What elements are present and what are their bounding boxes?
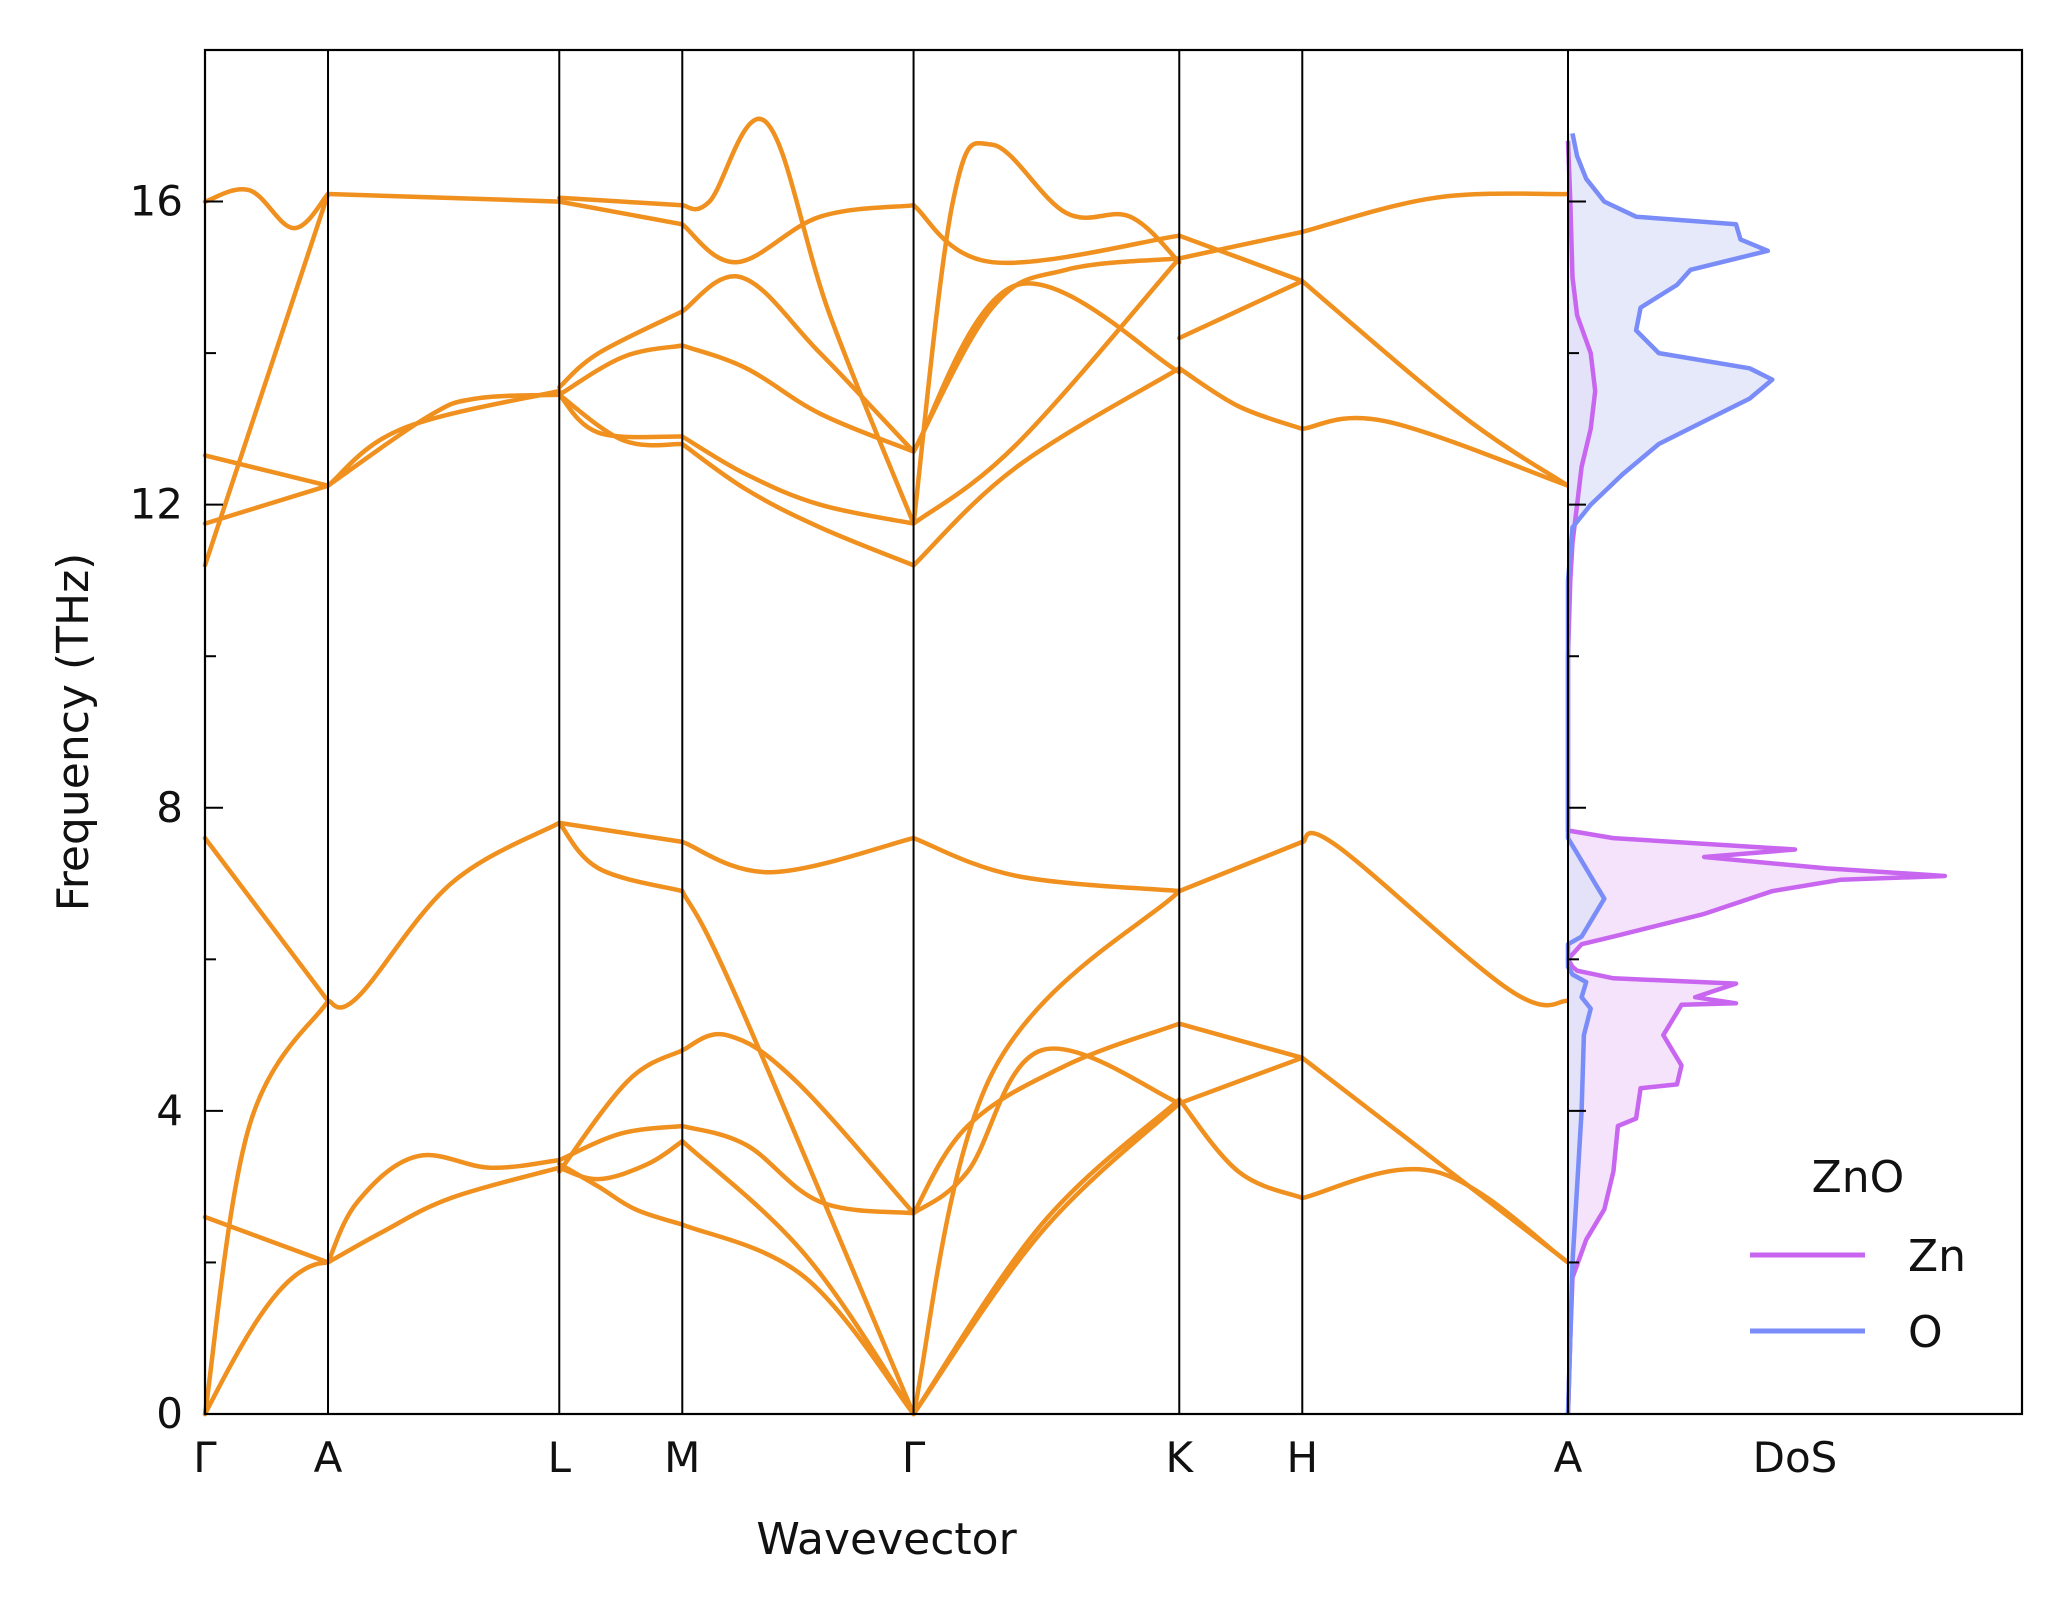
- dos-line-zn: [1565, 140, 1948, 1415]
- band-line-56: [1177, 278, 1305, 341]
- band-line-5: [202, 191, 331, 568]
- band-line-7: [202, 453, 331, 488]
- band-line-49: [911, 203, 1182, 266]
- band-line-17: [557, 1048, 685, 1174]
- band-line-30: [680, 1031, 916, 1216]
- legend-label-zn: Zn: [1908, 1231, 1966, 1282]
- x-tick-label: M: [664, 1433, 700, 1482]
- band-line-61: [1300, 830, 1571, 1008]
- axis-ticks: 0 4 8 12 16 Γ A L M Γ K H A: [130, 49, 1586, 1482]
- band-line-2: [202, 998, 331, 1417]
- x-tick-label: A: [1554, 1433, 1583, 1482]
- legend-title: ZnO: [1812, 1152, 1905, 1203]
- band-line-54: [1177, 839, 1305, 894]
- y-axis-label: Frequency (THz): [48, 553, 99, 912]
- band-lines-layer: [202, 116, 1571, 1417]
- band-line-52: [1177, 1097, 1305, 1201]
- band-line-32: [680, 835, 916, 875]
- band-line-38: [680, 116, 916, 526]
- y-tick-label: 0: [156, 1389, 183, 1438]
- band-line-53: [1177, 1021, 1305, 1061]
- y-tick-label: 12: [130, 480, 183, 529]
- band-line-45: [911, 366, 1182, 568]
- band-line-12: [325, 388, 562, 488]
- band-line-21: [557, 309, 685, 390]
- x-tick-label: A: [314, 1433, 343, 1482]
- band-line-50: [911, 140, 1182, 526]
- band-line-26: [557, 195, 685, 208]
- band-line-1: [202, 1260, 331, 1417]
- y-tick-label: 8: [156, 783, 183, 832]
- dos-fill-o: [1568, 133, 1773, 1414]
- band-line-23: [557, 392, 685, 440]
- band-line-10: [325, 1165, 562, 1265]
- y-tick-label: 16: [130, 177, 183, 226]
- band-line-58: [1177, 233, 1305, 284]
- x-tick-label: L: [548, 1433, 572, 1482]
- band-line-48: [911, 256, 1182, 454]
- band-line-20: [557, 820, 685, 845]
- band-line-9: [325, 1152, 562, 1265]
- x-tick-label: Γ: [902, 1433, 926, 1482]
- band-line-62: [1300, 415, 1571, 488]
- band-line-29: [680, 1123, 916, 1216]
- x-tick-label: Γ: [193, 1433, 217, 1482]
- dos-line-o: [1565, 132, 1775, 1415]
- band-line-40: [911, 1097, 1182, 1417]
- band-line-55: [1177, 366, 1305, 432]
- band-line-31: [680, 888, 916, 1417]
- band-line-19: [557, 820, 685, 894]
- x-tick-label: H: [1286, 1433, 1318, 1482]
- band-line-36: [680, 274, 916, 454]
- legend-label-o: O: [1908, 1307, 1943, 1358]
- band-line-24: [557, 392, 685, 448]
- band-line-4: [202, 835, 331, 1004]
- band-line-11: [325, 820, 562, 1010]
- band-line-64: [1300, 191, 1571, 235]
- band-line-51: [1177, 1055, 1305, 1106]
- band-line-42: [911, 1046, 1182, 1216]
- y-tick-label: 4: [156, 1086, 183, 1135]
- band-line-57: [1177, 229, 1305, 261]
- band-line-33: [680, 441, 916, 568]
- band-line-8: [202, 186, 331, 231]
- band-line-3: [202, 1214, 331, 1265]
- plot-frame: [203, 48, 2024, 1416]
- band-line-14: [325, 191, 562, 204]
- band-line-39: [911, 1101, 1182, 1417]
- band-line-43: [911, 1021, 1182, 1216]
- band-line-34: [680, 434, 916, 526]
- band-line-46: [911, 256, 1182, 526]
- band-line-44: [911, 835, 1182, 894]
- band-line-37: [680, 203, 916, 265]
- dos-axis-label: DoS: [1753, 1433, 1838, 1482]
- dos-panel: [1565, 132, 1948, 1415]
- band-line-60: [1300, 1055, 1571, 1265]
- band-line-25: [557, 199, 685, 227]
- x-axis-label: Wavevector: [756, 1514, 1017, 1565]
- band-line-59: [1300, 1166, 1571, 1265]
- band-line-13: [325, 392, 562, 488]
- band-line-28: [680, 1138, 916, 1417]
- band-line-41: [911, 888, 1182, 1417]
- band-line-18: [557, 1138, 685, 1182]
- x-tick-label: K: [1166, 1433, 1195, 1482]
- band-line-6: [202, 483, 331, 526]
- plot-border: [203, 48, 2024, 1416]
- band-line-63: [1300, 278, 1571, 488]
- high-symmetry-lines: [327, 50, 1569, 1414]
- band-line-22: [557, 343, 685, 398]
- legend: ZnO ZnO: [1750, 1152, 1966, 1358]
- band-line-27: [680, 1222, 916, 1417]
